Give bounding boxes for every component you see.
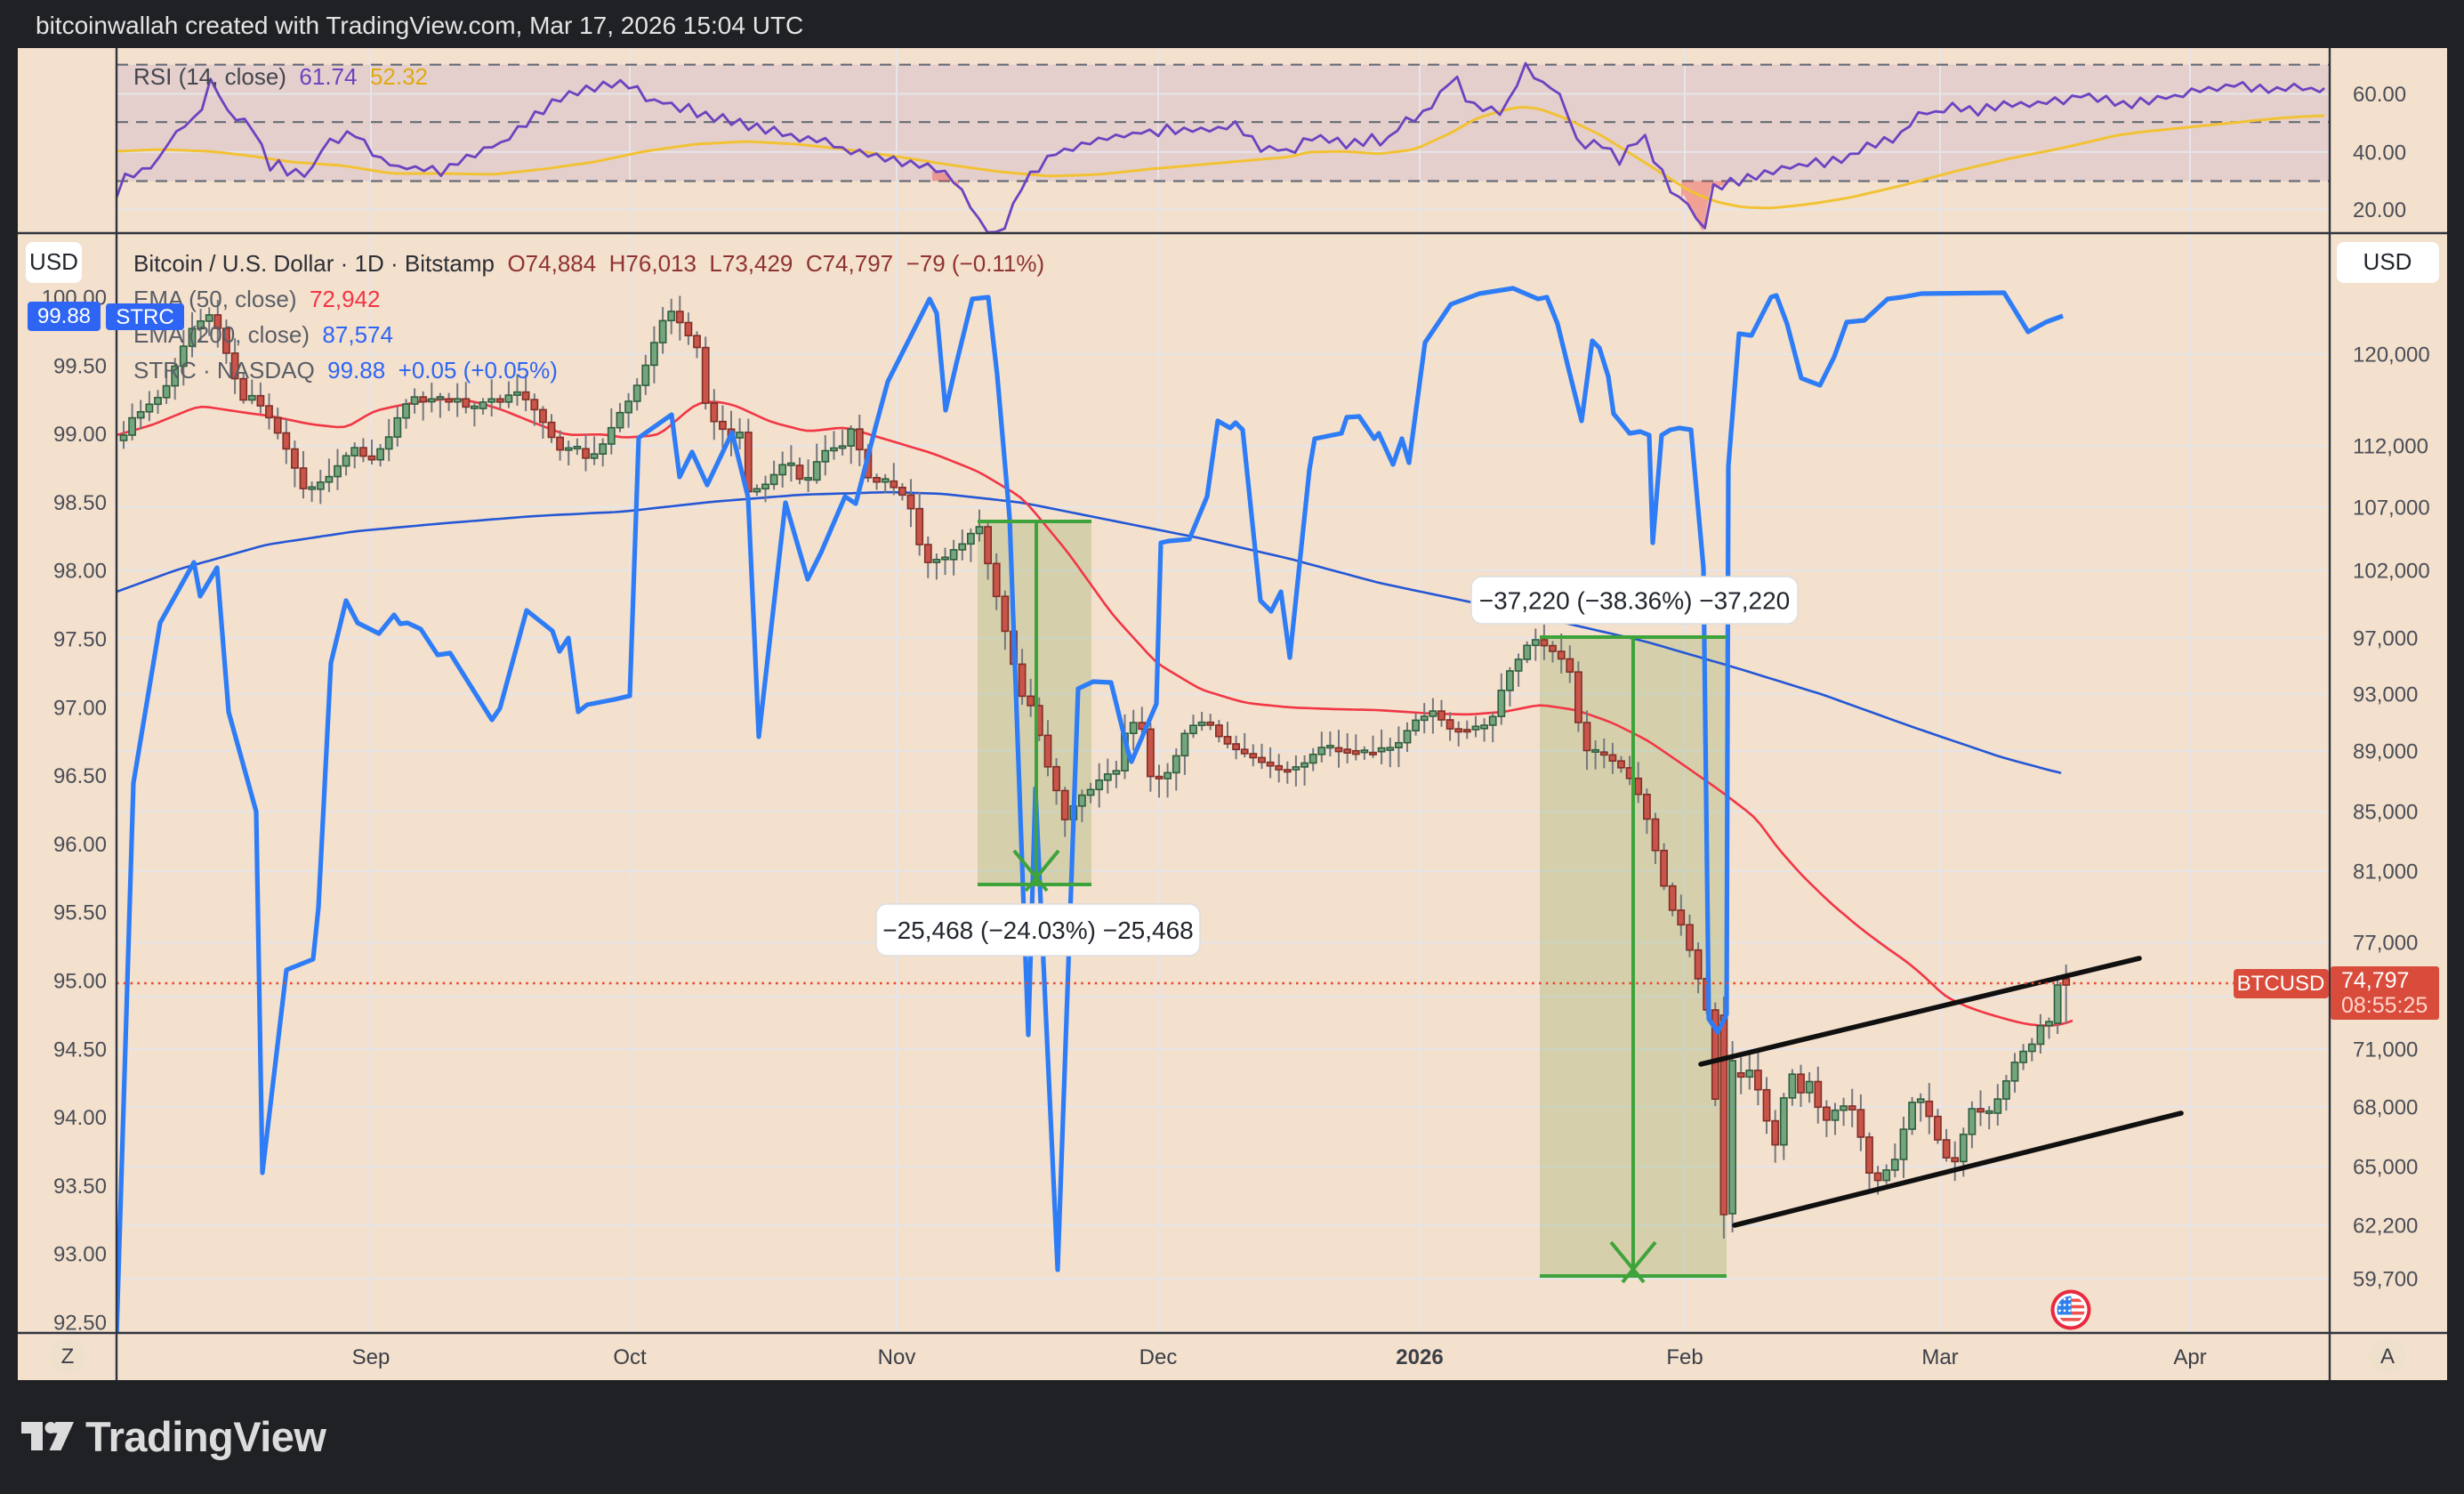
svg-text:95.50: 95.50 (53, 901, 107, 925)
svg-text:81,000: 81,000 (2353, 860, 2418, 884)
svg-text:95.00: 95.00 (53, 970, 107, 994)
svg-text:102,000: 102,000 (2353, 560, 2430, 584)
svg-text:40.00: 40.00 (2353, 141, 2406, 165)
svg-text:bitcoinwallah created with Tra: bitcoinwallah created with TradingView.c… (36, 12, 803, 39)
svg-text:60.00: 60.00 (2353, 83, 2406, 107)
svg-text:2026: 2026 (1396, 1345, 1443, 1369)
svg-text:Apr: Apr (2173, 1345, 2206, 1369)
svg-text:96.50: 96.50 (53, 764, 107, 788)
svg-text:USD: USD (29, 248, 78, 275)
svg-text:99.50: 99.50 (53, 354, 107, 378)
svg-text:Nov: Nov (878, 1345, 916, 1369)
svg-text:96.00: 96.00 (53, 833, 107, 857)
svg-text:BTCUSD: BTCUSD (2237, 972, 2325, 996)
svg-text:EMA (50, close) 72,942: EMA (50, close) 72,942 (133, 286, 381, 312)
svg-text:USD: USD (2363, 248, 2412, 275)
svg-text:20.00: 20.00 (2353, 198, 2406, 222)
svg-text:93,000: 93,000 (2353, 683, 2418, 707)
svg-text:TradingView: TradingView (85, 1413, 326, 1460)
svg-text:97.50: 97.50 (53, 628, 107, 652)
svg-text:Dec: Dec (1139, 1345, 1178, 1369)
svg-text:STRC: STRC (116, 305, 173, 329)
svg-text:97,000: 97,000 (2353, 627, 2418, 651)
svg-text:Mar: Mar (1921, 1345, 1958, 1369)
svg-text:STRC · NASDAQ 99.88 +0.05 (+: STRC · NASDAQ 99.88 +0.05 (+0.05%) (133, 357, 558, 384)
svg-text:74,797: 74,797 (2341, 968, 2409, 993)
svg-text:Bitcoin / U.S. Dollar · 1D · B: Bitcoin / U.S. Dollar · 1D · Bitstamp O7… (133, 250, 1044, 277)
svg-text:71,000: 71,000 (2353, 1038, 2418, 1062)
svg-text:−37,220 (−38.36%) −37,220: −37,220 (−38.36%) −37,220 (1479, 587, 1791, 615)
svg-text:98.00: 98.00 (53, 560, 107, 584)
svg-text:62,200: 62,200 (2353, 1215, 2418, 1239)
svg-text:A: A (2380, 1345, 2395, 1369)
svg-text:08:55:25: 08:55:25 (2341, 993, 2428, 1018)
svg-text:Feb: Feb (1666, 1345, 1703, 1369)
svg-text:99.88: 99.88 (37, 304, 91, 328)
svg-text:120,000: 120,000 (2353, 343, 2430, 367)
svg-text:59,700: 59,700 (2353, 1268, 2418, 1292)
svg-text:97.00: 97.00 (53, 696, 107, 720)
svg-text:94.00: 94.00 (53, 1106, 107, 1130)
svg-text:−25,468 (−24.03%) −25,468: −25,468 (−24.03%) −25,468 (882, 917, 1194, 944)
svg-text:94.50: 94.50 (53, 1038, 107, 1062)
svg-text:93.50: 93.50 (53, 1175, 107, 1199)
svg-text:65,000: 65,000 (2353, 1156, 2418, 1180)
svg-text:98.50: 98.50 (53, 491, 107, 515)
svg-text:Oct: Oct (613, 1345, 647, 1369)
svg-text:112,000: 112,000 (2353, 435, 2428, 459)
svg-text:68,000: 68,000 (2353, 1096, 2418, 1120)
svg-text:77,000: 77,000 (2353, 932, 2418, 956)
svg-text:92.50: 92.50 (53, 1312, 107, 1336)
svg-text:93.00: 93.00 (53, 1243, 107, 1267)
svg-text:RSI (14, close) 61.74 52.32: RSI (14, close) 61.74 52.32 (133, 63, 428, 90)
svg-text:89,000: 89,000 (2353, 740, 2418, 764)
svg-text:Sep: Sep (352, 1345, 391, 1369)
svg-text:85,000: 85,000 (2353, 801, 2418, 825)
svg-text:Z: Z (61, 1345, 75, 1369)
svg-text:107,000: 107,000 (2353, 497, 2430, 521)
svg-text:99.00: 99.00 (53, 423, 107, 447)
